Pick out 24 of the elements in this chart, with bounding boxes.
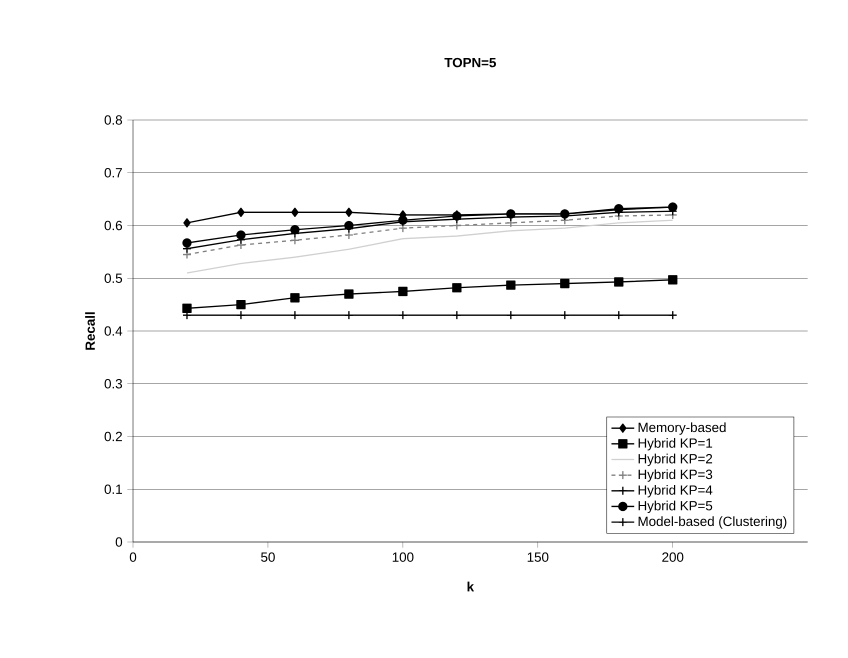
legend-label: Hybrid KP=2 (638, 454, 712, 466)
x-tick-label: 0 (130, 552, 136, 562)
y-tick-label: 0.5 (104, 274, 122, 283)
legend-label: Model-based (Clustering) (638, 516, 786, 529)
y-tick-label: 0.1 (104, 484, 122, 494)
x-tick-label: 150 (528, 552, 548, 562)
legend-label: Hybrid KP=1 (638, 438, 712, 450)
y-tick-label: 0.8 (104, 115, 122, 125)
legend-label: Hybrid KP=5 (638, 500, 712, 514)
x-tick-label: 100 (392, 552, 414, 562)
y-axis-title: Recall (85, 312, 95, 350)
y-tick-label: 0.3 (104, 379, 122, 388)
y-tick-label: 0.4 (104, 326, 122, 336)
legend-label: Hybrid KP=3 (638, 469, 712, 482)
y-tick-label: 0.6 (104, 220, 122, 230)
y-tick-label: 0.2 (104, 432, 122, 442)
x-axis-title: k (468, 582, 474, 592)
legend-label: Memory-based (638, 422, 726, 435)
y-tick-label: 0 (116, 537, 122, 547)
y-tick-label: 0.7 (104, 168, 122, 178)
legend-label: Hybrid KP=4 (638, 484, 712, 498)
x-tick-label: 200 (662, 552, 684, 562)
chart-title: TOPN=5 (444, 58, 496, 68)
x-tick-label: 50 (261, 552, 275, 562)
